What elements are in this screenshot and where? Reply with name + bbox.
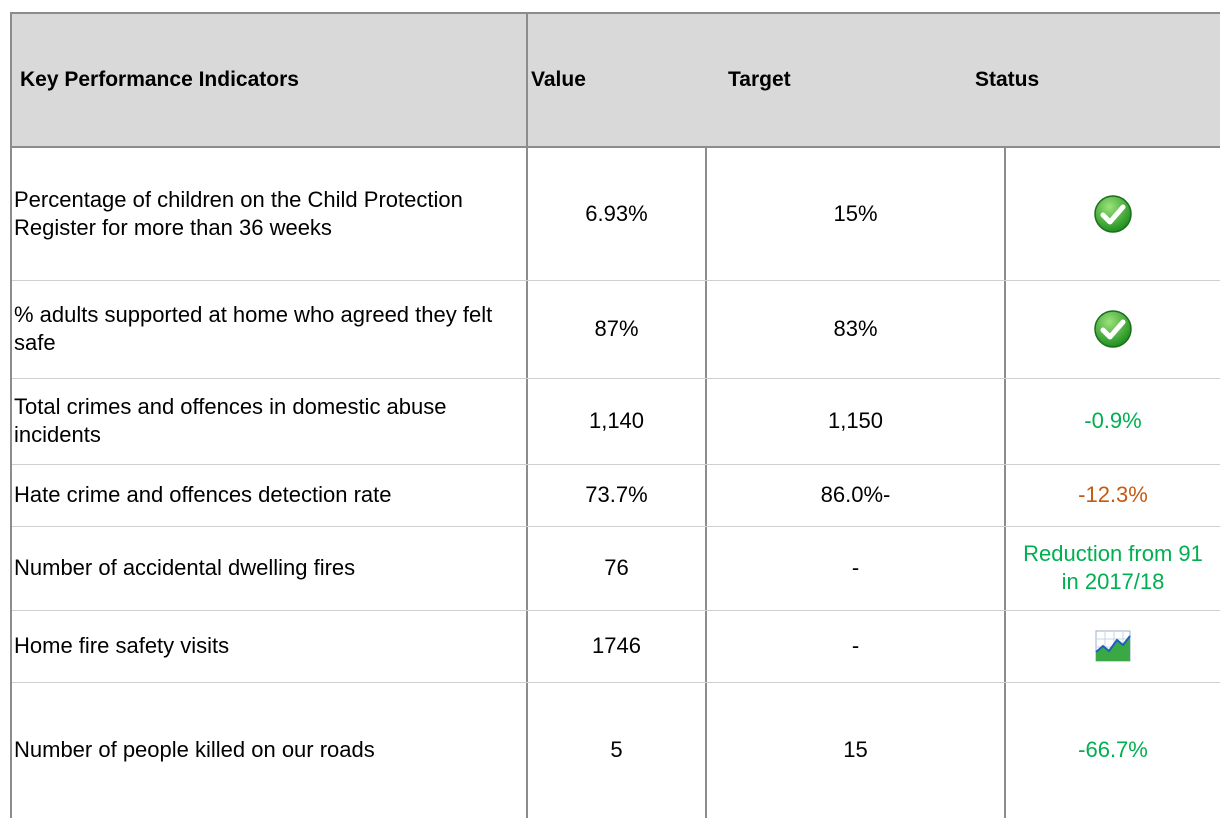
status-cell: -0.9% <box>1084 408 1142 433</box>
icon <box>1094 310 1132 348</box>
value-cell: 1,140 <box>588 408 645 433</box>
left-border <box>10 12 12 818</box>
header-cell: Key Performance Indicators <box>20 68 299 91</box>
header-cell: Status <box>975 68 1040 91</box>
value-cell: 73.7% <box>585 482 648 507</box>
value-cell: 1746 <box>592 633 641 658</box>
header-cell: Target <box>728 68 791 91</box>
col-divider <box>705 148 707 818</box>
target-cell: - <box>851 633 860 658</box>
value-cell: 76 <box>604 555 629 580</box>
status-cell: Reduction from 91 in 2017/18 <box>1023 541 1203 594</box>
row-line <box>12 682 1220 683</box>
target-cell: 86.0%- <box>820 482 891 507</box>
indicator-cell: % adults supported at home who agreed th… <box>14 302 493 355</box>
indicator-cell: Number of accidental dwelling fires <box>14 555 356 580</box>
indicator-cell: Home fire safety visits <box>14 633 230 658</box>
status-icon <box>1006 280 1220 378</box>
value-cell: 87% <box>594 316 639 341</box>
icon <box>1095 630 1131 662</box>
header-cell: Value <box>531 68 586 91</box>
row-line <box>12 526 1220 527</box>
col-divider <box>526 12 528 818</box>
row-line <box>12 464 1220 465</box>
target-cell: 1,150 <box>827 408 884 433</box>
header-band <box>10 12 1220 148</box>
value-cell: 5 <box>610 737 623 762</box>
target-cell: 15 <box>843 737 868 762</box>
indicator-cell: Hate crime and offences detection rate <box>14 482 392 507</box>
indicator-cell: Total crimes and offences in domestic ab… <box>14 394 447 447</box>
row-line <box>12 280 1220 281</box>
status-icon <box>1006 148 1220 280</box>
col-divider <box>1004 148 1006 818</box>
icon <box>1094 195 1132 233</box>
status-icon <box>1006 610 1220 682</box>
status-cell: -66.7% <box>1078 737 1148 762</box>
indicator-cell: Percentage of children on the Child Prot… <box>14 187 463 240</box>
value-cell: 6.93% <box>585 201 648 226</box>
row-line <box>12 378 1220 379</box>
target-cell: - <box>851 555 860 580</box>
target-cell: 15% <box>833 201 878 226</box>
status-cell: -12.3% <box>1078 482 1148 507</box>
indicator-cell: Number of people killed on our roads <box>14 737 375 762</box>
target-cell: 83% <box>833 316 878 341</box>
row-line <box>12 610 1220 611</box>
